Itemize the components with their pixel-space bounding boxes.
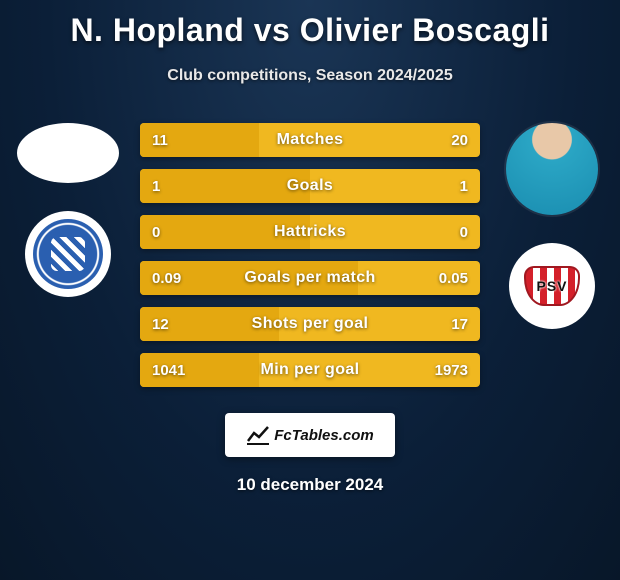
stat-bar: 12Shots per goal17 <box>140 307 480 341</box>
stat-bar: 1Goals1 <box>140 169 480 203</box>
subtitle: Club competitions, Season 2024/2025 <box>0 67 620 85</box>
stat-label: Matches <box>140 123 480 157</box>
stat-value-right: 17 <box>451 307 468 341</box>
psv-logo: PSV <box>517 251 587 321</box>
left-column <box>8 123 128 297</box>
stat-label: Goals per match <box>140 261 480 295</box>
fctables-text: FcTables.com <box>274 427 373 444</box>
player2-avatar <box>506 123 598 215</box>
stat-value-right: 0.05 <box>439 261 468 295</box>
stat-label: Goals <box>140 169 480 203</box>
stat-value-right: 1973 <box>435 353 468 387</box>
right-column: PSV <box>492 123 612 329</box>
page-title: N. Hopland vs Olivier Boscagli <box>0 0 620 49</box>
stat-bar: 11Matches20 <box>140 123 480 157</box>
footer-date: 10 december 2024 <box>0 475 620 495</box>
stat-value-right: 1 <box>460 169 468 203</box>
player1-avatar <box>17 123 119 183</box>
stat-label: Min per goal <box>140 353 480 387</box>
player1-club-badge <box>25 211 111 297</box>
stat-value-right: 0 <box>460 215 468 249</box>
comparison-panel: PSV 11Matches20 1Goals1 0Hattricks0 0.09Goa… <box>0 123 620 393</box>
fctables-badge: FcTables.com <box>225 413 395 457</box>
stat-bar: 0.09Goals per match0.05 <box>140 261 480 295</box>
stat-bar: 1041Min per goal1973 <box>140 353 480 387</box>
chart-icon <box>246 425 270 445</box>
stat-bars: 11Matches20 1Goals1 0Hattricks0 0.09Goals p… <box>140 123 480 387</box>
psv-text: PSV <box>536 278 567 294</box>
player2-club-badge: PSV <box>509 243 595 329</box>
heerenveen-logo <box>33 219 103 289</box>
fctables-logo: FcTables.com <box>246 425 373 445</box>
stat-bar: 0Hattricks0 <box>140 215 480 249</box>
stat-label: Shots per goal <box>140 307 480 341</box>
stat-label: Hattricks <box>140 215 480 249</box>
stat-value-right: 20 <box>451 123 468 157</box>
